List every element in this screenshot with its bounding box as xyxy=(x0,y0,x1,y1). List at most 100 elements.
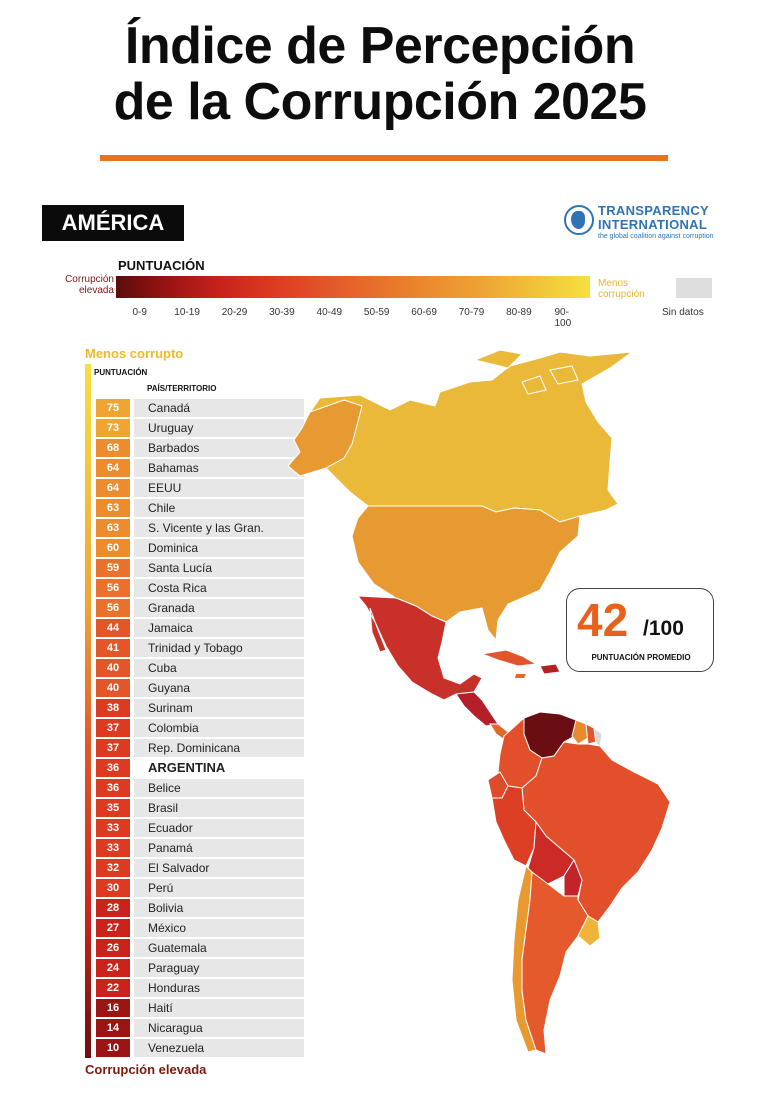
table-row: 63 S. Vicente y las Gran. xyxy=(96,518,306,538)
legend-low-label: Corrupción elevada xyxy=(48,274,114,296)
globe-icon xyxy=(564,205,594,235)
country-cell: Panamá xyxy=(134,839,304,857)
table-row: 36 ARGENTINA xyxy=(96,758,306,778)
country-cell: Surinam xyxy=(134,699,304,717)
table-row: 68 Barbados xyxy=(96,438,306,458)
score-cell: 64 xyxy=(96,459,130,477)
legend-high-label-1: Menos xyxy=(598,278,629,289)
table-row: 73 Uruguay xyxy=(96,418,306,438)
country-cell: Paraguay xyxy=(134,959,304,977)
table-row: 10 Venezuela xyxy=(96,1038,306,1058)
score-gradient-bar xyxy=(85,364,91,1058)
map-mexico xyxy=(356,595,483,701)
score-cell: 56 xyxy=(96,579,130,597)
score-cell: 68 xyxy=(96,439,130,457)
map-bolivia xyxy=(527,820,575,885)
table-bottom-label: Corrupción elevada xyxy=(85,1062,207,1077)
table-row: 38 Surinam xyxy=(96,698,306,718)
score-cell: 40 xyxy=(96,659,130,677)
map-guyana xyxy=(571,719,589,745)
score-cell: 35 xyxy=(96,799,130,817)
score-cell: 10 xyxy=(96,1039,130,1057)
country-cell: ARGENTINA xyxy=(134,759,304,777)
table-row: 40 Guyana xyxy=(96,678,306,698)
title-line-2: de la Corrupción 2025 xyxy=(113,73,647,131)
average-score-card: 42 /100 PUNTUACIÓN PROMEDIO xyxy=(566,588,714,672)
country-cell: Dominica xyxy=(134,539,304,557)
legend-tick-label: 30-39 xyxy=(269,307,295,318)
table-row: 30 Perú xyxy=(96,878,306,898)
score-cell: 44 xyxy=(96,619,130,637)
region-badge: AMÉRICA xyxy=(42,205,184,241)
average-score-value: 42 xyxy=(577,594,629,646)
score-cell: 64 xyxy=(96,479,130,497)
table-row: 59 Santa Lucía xyxy=(96,558,306,578)
country-cell: Chile xyxy=(134,499,304,517)
logo-name-line-1: TRANSPARENCY xyxy=(598,203,709,218)
score-cell: 27 xyxy=(96,919,130,937)
table-row: 33 Panamá xyxy=(96,838,306,858)
country-cell: Cuba xyxy=(134,659,304,677)
legend-tick-label: 40-49 xyxy=(316,307,343,318)
legend-tick-label: 60-69 xyxy=(411,307,437,318)
country-cell: Costa Rica xyxy=(134,579,304,597)
map-french-guiana xyxy=(593,726,603,747)
score-cell: 30 xyxy=(96,879,130,897)
logo-tagline: the global coalition against corruption xyxy=(598,233,714,240)
average-score-denominator: /100 xyxy=(643,617,684,640)
table-row: 56 Costa Rica xyxy=(96,578,306,598)
table-row: 14 Nicaragua xyxy=(96,1018,306,1038)
country-cell: Barbados xyxy=(134,439,304,457)
table-row: 27 México xyxy=(96,918,306,938)
country-cell: Bahamas xyxy=(134,459,304,477)
average-score-label: PUNTUACIÓN PROMEDIO xyxy=(591,653,691,662)
country-cell: Guatemala xyxy=(134,939,304,957)
table-row: 64 Bahamas xyxy=(96,458,306,478)
country-cell: Jamaica xyxy=(134,619,304,637)
score-cell: 26 xyxy=(96,939,130,957)
legend-tick-label: 70-79 xyxy=(458,307,485,318)
country-cell: Haití xyxy=(134,999,304,1017)
score-cell: 59 xyxy=(96,559,130,577)
country-cell: El Salvador xyxy=(134,859,304,877)
country-cell: EEUU xyxy=(134,479,304,497)
table-row: 63 Chile xyxy=(96,498,306,518)
page-title: Índice de Percepción de la Corrupción 20… xyxy=(0,18,760,130)
score-cell: 24 xyxy=(96,959,130,977)
legend-high-label-2: corrupción xyxy=(598,289,645,300)
legend-title: PUNTUACIÓN xyxy=(118,258,205,273)
americas-map xyxy=(287,349,671,1055)
score-cell: 32 xyxy=(96,859,130,877)
country-cell: Bolivia xyxy=(134,899,304,917)
score-cell: 36 xyxy=(96,779,130,797)
table-row: 60 Dominica xyxy=(96,538,306,558)
legend-high-label: Menos corrupción xyxy=(598,278,645,300)
logo-name-line-2: INTERNATIONAL xyxy=(598,217,708,232)
table-row: 56 Granada xyxy=(96,598,306,618)
country-cell: Venezuela xyxy=(134,1039,304,1057)
map-uruguay xyxy=(577,915,601,947)
legend-low-label-2: elevada xyxy=(78,285,114,296)
country-cell: Honduras xyxy=(134,979,304,997)
legend-no-data-swatch xyxy=(676,278,712,298)
score-cell: 37 xyxy=(96,739,130,757)
country-cell: Guyana xyxy=(134,679,304,697)
legend-tick-label: 80-89 xyxy=(506,307,532,318)
transparency-international-logo: TRANSPARENCY INTERNATIONAL the global co… xyxy=(564,203,724,243)
table-row: 35 Brasil xyxy=(96,798,306,818)
country-cell: Ecuador xyxy=(134,819,304,837)
table-row: 75 Canadá xyxy=(96,398,306,418)
map-usa xyxy=(351,505,581,642)
legend-low-label-1: Corrupción xyxy=(65,274,114,285)
score-cell: 16 xyxy=(96,999,130,1017)
country-cell: Colombia xyxy=(134,719,304,737)
map-hispaniola xyxy=(539,663,561,675)
score-cell: 33 xyxy=(96,839,130,857)
country-cell: Uruguay xyxy=(134,419,304,437)
legend-tick-label: 90-100 xyxy=(554,307,572,329)
score-cell: 41 xyxy=(96,639,130,657)
score-table: 75 Canadá 73 Uruguay 68 Barbados 64 Bahamas 64 EE… xyxy=(96,398,306,1058)
table-row: 22 Honduras xyxy=(96,978,306,998)
country-cell: Perú xyxy=(134,879,304,897)
table-row: 28 Bolivia xyxy=(96,898,306,918)
